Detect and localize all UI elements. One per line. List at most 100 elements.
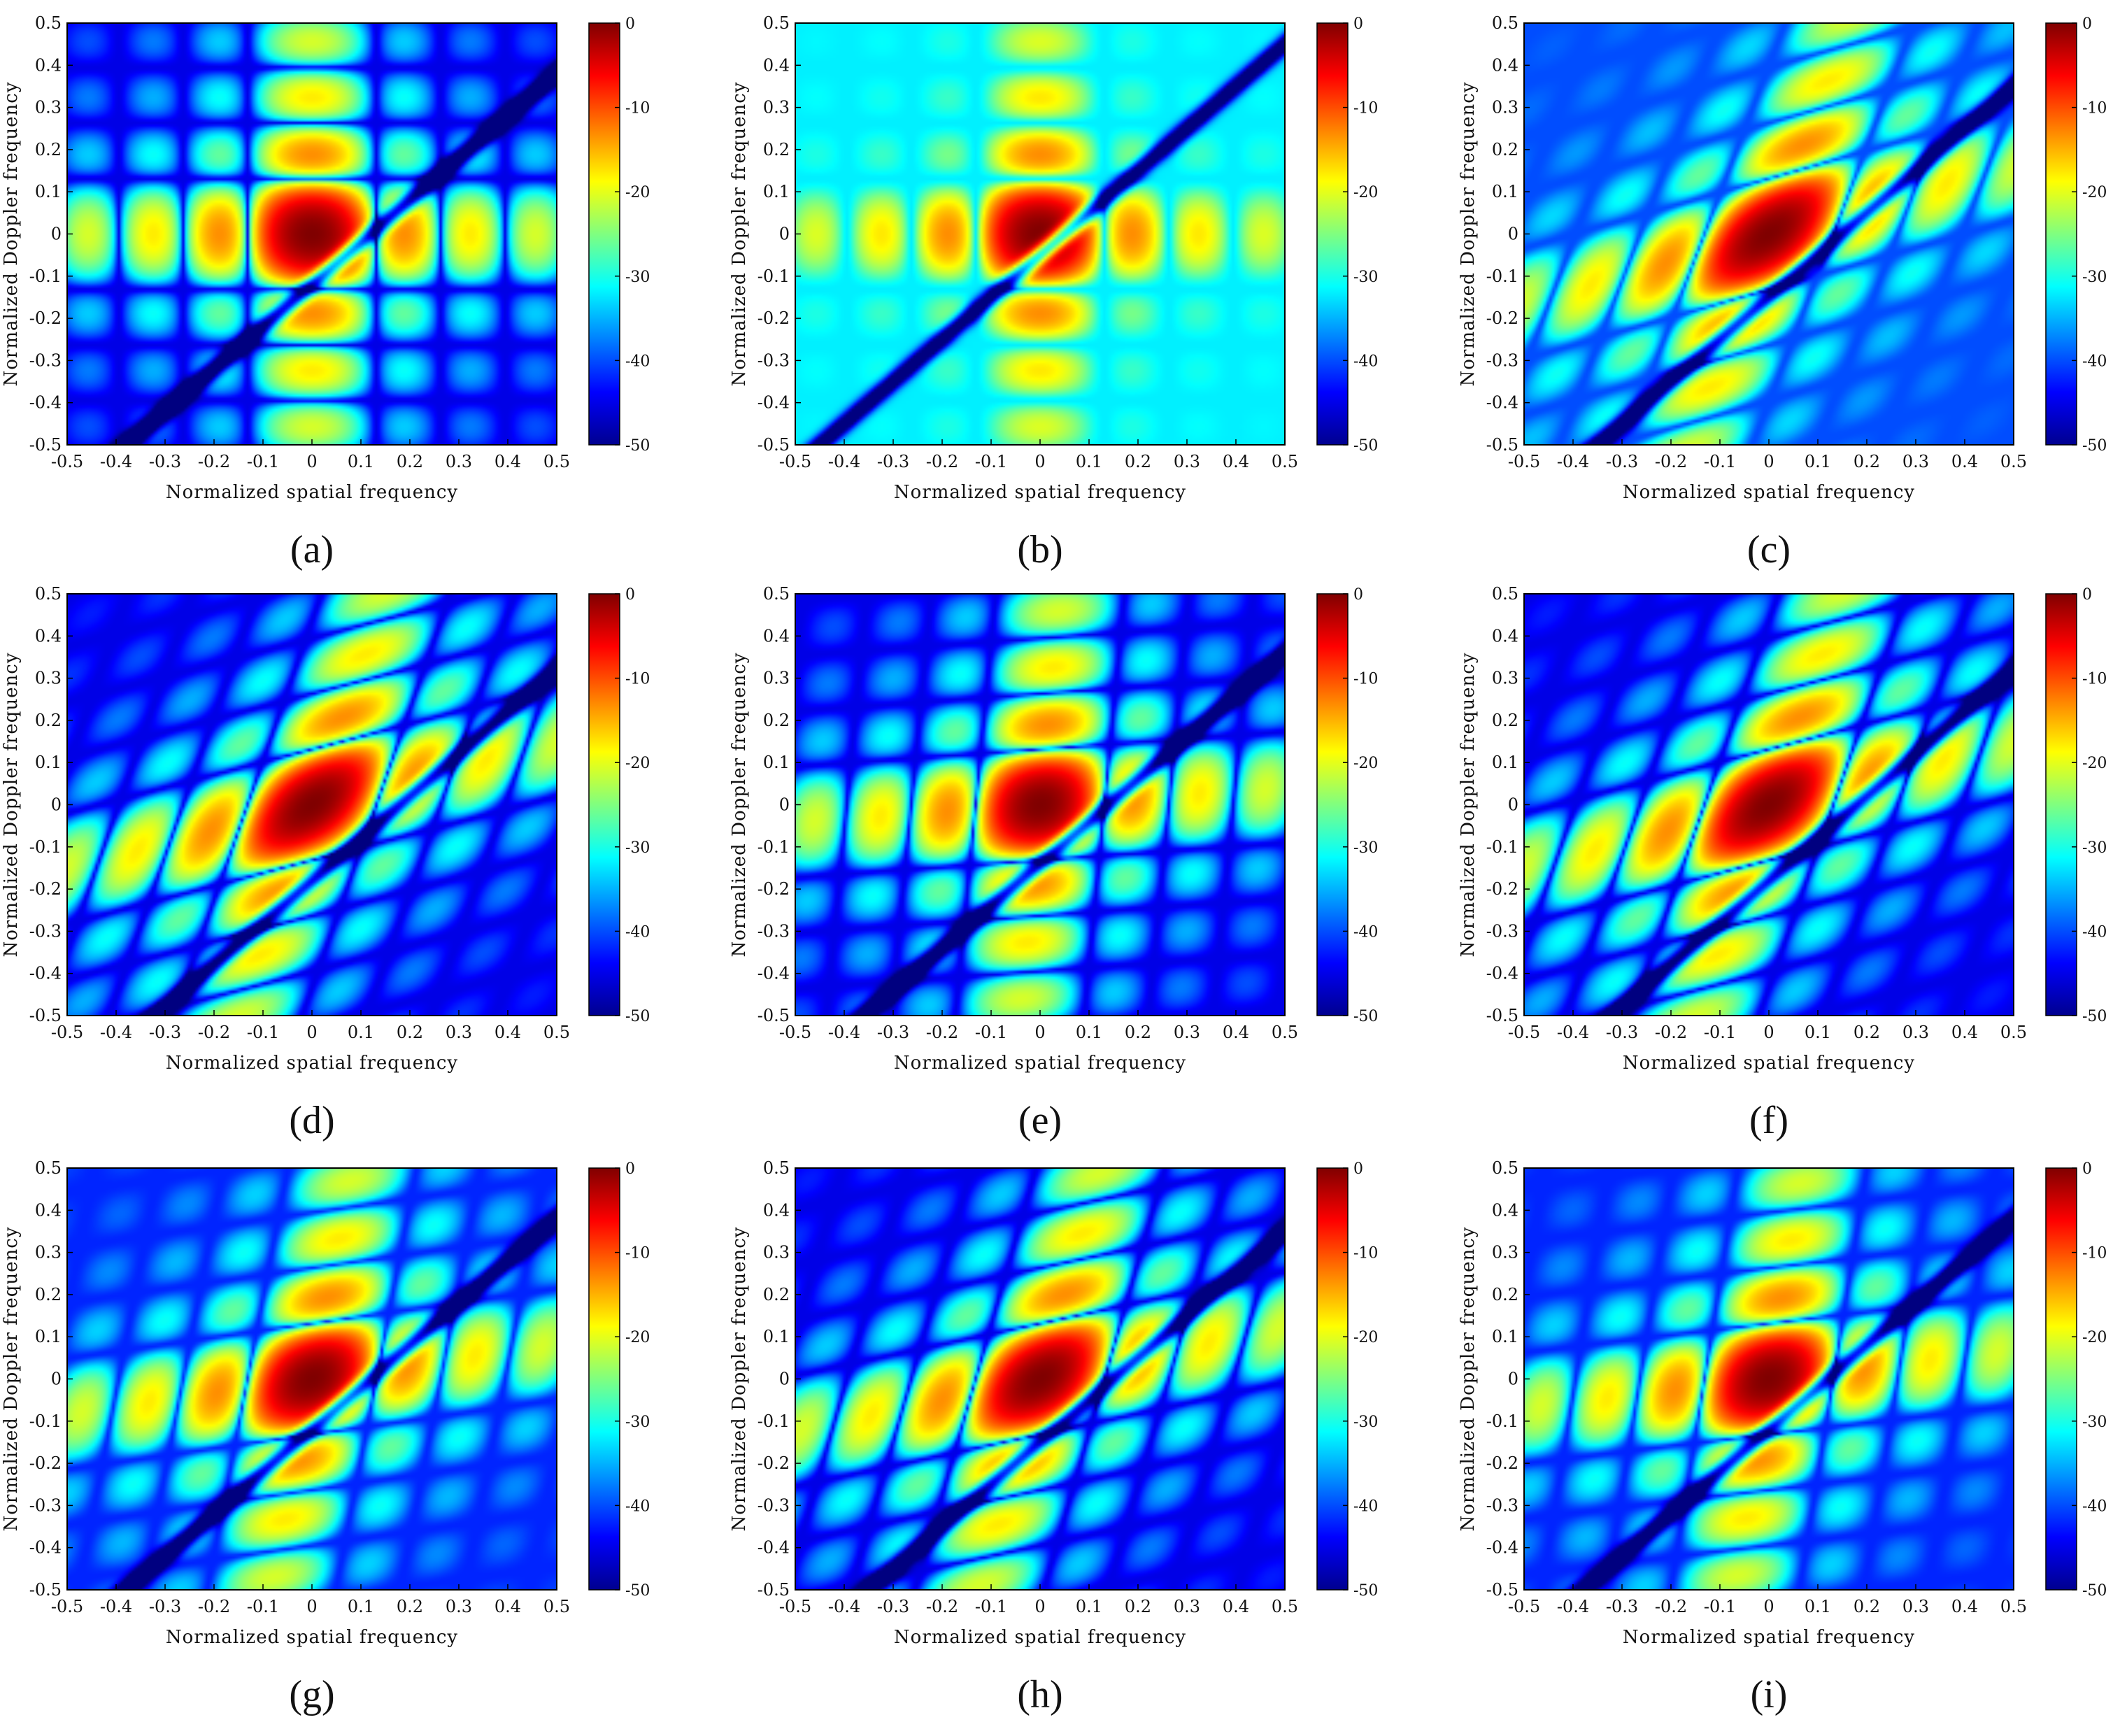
x-tick-label: 0.2 xyxy=(1125,1023,1151,1042)
x-tick-label: 0.1 xyxy=(1805,1023,1831,1042)
y-tick-label: -0.4 xyxy=(29,964,62,983)
x-tick-label: -0.5 xyxy=(1508,1597,1540,1616)
x-tick-label: 0.5 xyxy=(2000,452,2027,471)
y-tick-label: 0.2 xyxy=(763,140,790,159)
y-tick-label: 0.2 xyxy=(763,711,790,730)
colorbar-tick-label: -10 xyxy=(2082,100,2107,118)
x-tick-label: 0 xyxy=(306,1597,317,1616)
y-tick-label: -0.1 xyxy=(757,837,790,857)
x-tick-label: 0 xyxy=(306,452,317,471)
x-tick-label: -0.4 xyxy=(828,1597,860,1616)
y-tick-label: 0.1 xyxy=(1492,753,1518,772)
x-tick-label: -0.4 xyxy=(1557,452,1589,471)
panel-d: -0.5 -0.4 -0.3 -0.2 -0.1 0 0.1 0.2 0.3 0.4 0.5 0.5 0… xyxy=(1,584,650,1142)
x-tick-label: -0.1 xyxy=(975,1023,1007,1042)
y-tick-label: 0.1 xyxy=(35,1327,62,1346)
x-tick-label: -0.5 xyxy=(779,1597,811,1616)
colorbar-tick-label: -10 xyxy=(2082,1245,2107,1262)
y-tick-label: -0.2 xyxy=(757,879,790,899)
y-tick-label: 0.3 xyxy=(35,1243,62,1262)
y-tick-label: -0.2 xyxy=(757,308,790,328)
y-tick-label: 0.1 xyxy=(1492,1327,1518,1346)
colorbar xyxy=(1316,593,1349,1016)
x-tick-label: 0.2 xyxy=(1125,452,1151,471)
heatmap-image xyxy=(67,594,557,1016)
x-tick-label: -0.5 xyxy=(1508,1023,1540,1042)
y-tick-label: -0.3 xyxy=(757,350,790,370)
heatmap-image xyxy=(1524,594,2014,1016)
y-tick-label: 0.4 xyxy=(763,626,790,646)
x-tick-label: 0.1 xyxy=(1076,452,1102,471)
x-tick-label: -0.1 xyxy=(247,1023,279,1042)
colorbar-tick-label: -30 xyxy=(1353,269,1378,286)
x-tick-label: -0.2 xyxy=(926,452,958,471)
colorbar xyxy=(588,1167,620,1591)
colorbar-tick-label: -30 xyxy=(625,269,650,286)
y-tick-label: 0.3 xyxy=(763,669,790,688)
y-tick-label: 0.1 xyxy=(763,753,790,772)
y-tick-label: -0.1 xyxy=(29,837,62,857)
y-tick-label: 0.1 xyxy=(763,1327,790,1346)
colorbar-tick-label: -40 xyxy=(625,923,650,941)
y-axis-label: Normalized Doppler frequency xyxy=(1,1226,22,1531)
y-tick-label: 0.3 xyxy=(1492,1243,1518,1262)
y-tick-label: 0.1 xyxy=(35,182,62,201)
colorbar xyxy=(588,593,620,1016)
colorbar xyxy=(1316,1167,1349,1591)
panel-h: -0.5 -0.4 -0.3 -0.2 -0.1 0 0.1 0.2 0.3 0.4 0.5 0.5 0… xyxy=(729,1158,1378,1716)
x-tick-label: 0 xyxy=(1034,452,1045,471)
x-tick-label: -0.5 xyxy=(779,452,811,471)
panel-label: (g) xyxy=(289,1673,334,1716)
x-tick-label: 0.5 xyxy=(1272,452,1298,471)
panel-label: (d) xyxy=(289,1099,334,1142)
x-tick-label: 0.4 xyxy=(1223,452,1249,471)
x-tick-label: 0.2 xyxy=(397,452,423,471)
colorbar-tick-label: -10 xyxy=(1353,100,1378,118)
colorbar-tick-label: -10 xyxy=(625,1245,650,1262)
y-tick-label: 0.5 xyxy=(1492,584,1518,604)
colorbar-tick-label: 0 xyxy=(2082,586,2092,604)
x-tick-label: 0.3 xyxy=(1902,1023,1929,1042)
x-tick-label: -0.2 xyxy=(198,1023,230,1042)
colorbar-tick-label: -10 xyxy=(2082,671,2107,688)
x-tick-label: -0.3 xyxy=(1606,1023,1638,1042)
y-tick-label: 0.5 xyxy=(763,1158,790,1178)
heatmap-image xyxy=(795,594,1285,1016)
y-tick-label: 0.5 xyxy=(763,13,790,33)
x-tick-label: 0.4 xyxy=(1223,1597,1249,1616)
y-tick-label: 0.4 xyxy=(1492,55,1518,75)
y-tick-label: -0.2 xyxy=(1486,308,1518,328)
colorbar-tick-label: -40 xyxy=(625,353,650,370)
y-tick-label: 0.3 xyxy=(1492,98,1518,118)
x-tick-label: 0.4 xyxy=(495,1597,521,1616)
x-tick-label: 0.2 xyxy=(1125,1597,1151,1616)
y-tick-label: 0.3 xyxy=(35,98,62,118)
colorbar-tick-label: -20 xyxy=(625,1329,650,1346)
x-tick-label: 0.1 xyxy=(1805,1597,1831,1616)
colorbar-tick-label: -50 xyxy=(1353,1008,1378,1025)
x-tick-label: 0 xyxy=(1763,1023,1774,1042)
y-tick-label: -0.2 xyxy=(757,1453,790,1473)
colorbar-tick-label: -10 xyxy=(1353,671,1378,688)
x-tick-label: -0.4 xyxy=(1557,1023,1589,1042)
colorbar-tick-label: -20 xyxy=(2082,184,2107,201)
colorbar-tick-label: 0 xyxy=(2082,15,2092,33)
x-tick-label: -0.5 xyxy=(1508,452,1540,471)
x-tick-label: 0.3 xyxy=(446,452,472,471)
y-tick-label: -0.4 xyxy=(29,393,62,413)
x-tick-label: 0.1 xyxy=(348,1597,374,1616)
y-tick-label: -0.3 xyxy=(1486,921,1518,941)
colorbar-tick-label: -10 xyxy=(625,100,650,118)
colorbar-tick-label: -50 xyxy=(625,1008,650,1025)
y-tick-label: 0.5 xyxy=(1492,1158,1518,1178)
x-tick-label: -0.3 xyxy=(877,1597,909,1616)
y-tick-label: -0.4 xyxy=(757,393,790,413)
y-tick-label: -0.5 xyxy=(29,435,62,455)
colorbar-tick-label: 0 xyxy=(625,15,635,33)
y-tick-label: 0 xyxy=(51,225,62,244)
y-tick-label: -0.4 xyxy=(1486,964,1518,983)
x-tick-label: 0.1 xyxy=(1805,452,1831,471)
y-tick-label: -0.3 xyxy=(757,1495,790,1515)
x-tick-label: -0.3 xyxy=(877,1023,909,1042)
